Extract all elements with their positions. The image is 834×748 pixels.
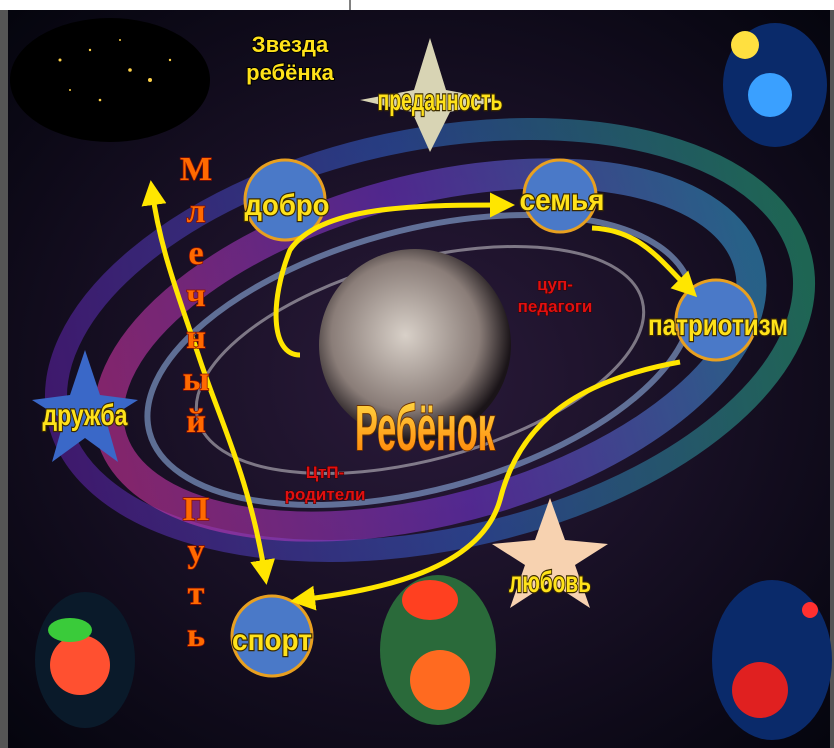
top-margin [0,0,834,10]
node-label: семья [520,184,605,217]
vertical-letter: л [186,193,205,230]
page: Звезда ребёнка преданность дружба любовь… [0,0,834,748]
vertical-letter: т [188,575,205,612]
note-line: родители [285,485,366,504]
vertical-letter: М [180,151,212,188]
diagram: Звезда ребёнка преданность дружба любовь… [0,0,834,748]
note-line: педагоги [518,297,593,316]
node-label: патриотизм [648,309,788,342]
vertical-letter: е [188,235,203,272]
vertical-letter: ы [183,361,210,398]
vertical-letter: й [186,403,206,440]
vertical-letter: ч [186,277,205,314]
star-label: преданность [378,84,503,117]
star-label: любовь [509,566,591,599]
vertical-letter: П [183,491,209,528]
star-field [10,18,210,142]
center-label: Ребёнок [355,392,496,464]
vertical-letter: у [188,533,205,570]
note-line: ЦтП- [306,463,345,482]
vertical-letter: н [186,319,206,356]
node-label: добро [245,189,330,222]
note-line: цуп- [537,275,573,294]
vertical-letter: ь [187,617,205,654]
caption-line: Звезда [252,32,329,57]
caption-line: ребёнка [246,60,335,85]
node-label: спорт [232,624,312,657]
star-label: дружба [43,399,128,432]
